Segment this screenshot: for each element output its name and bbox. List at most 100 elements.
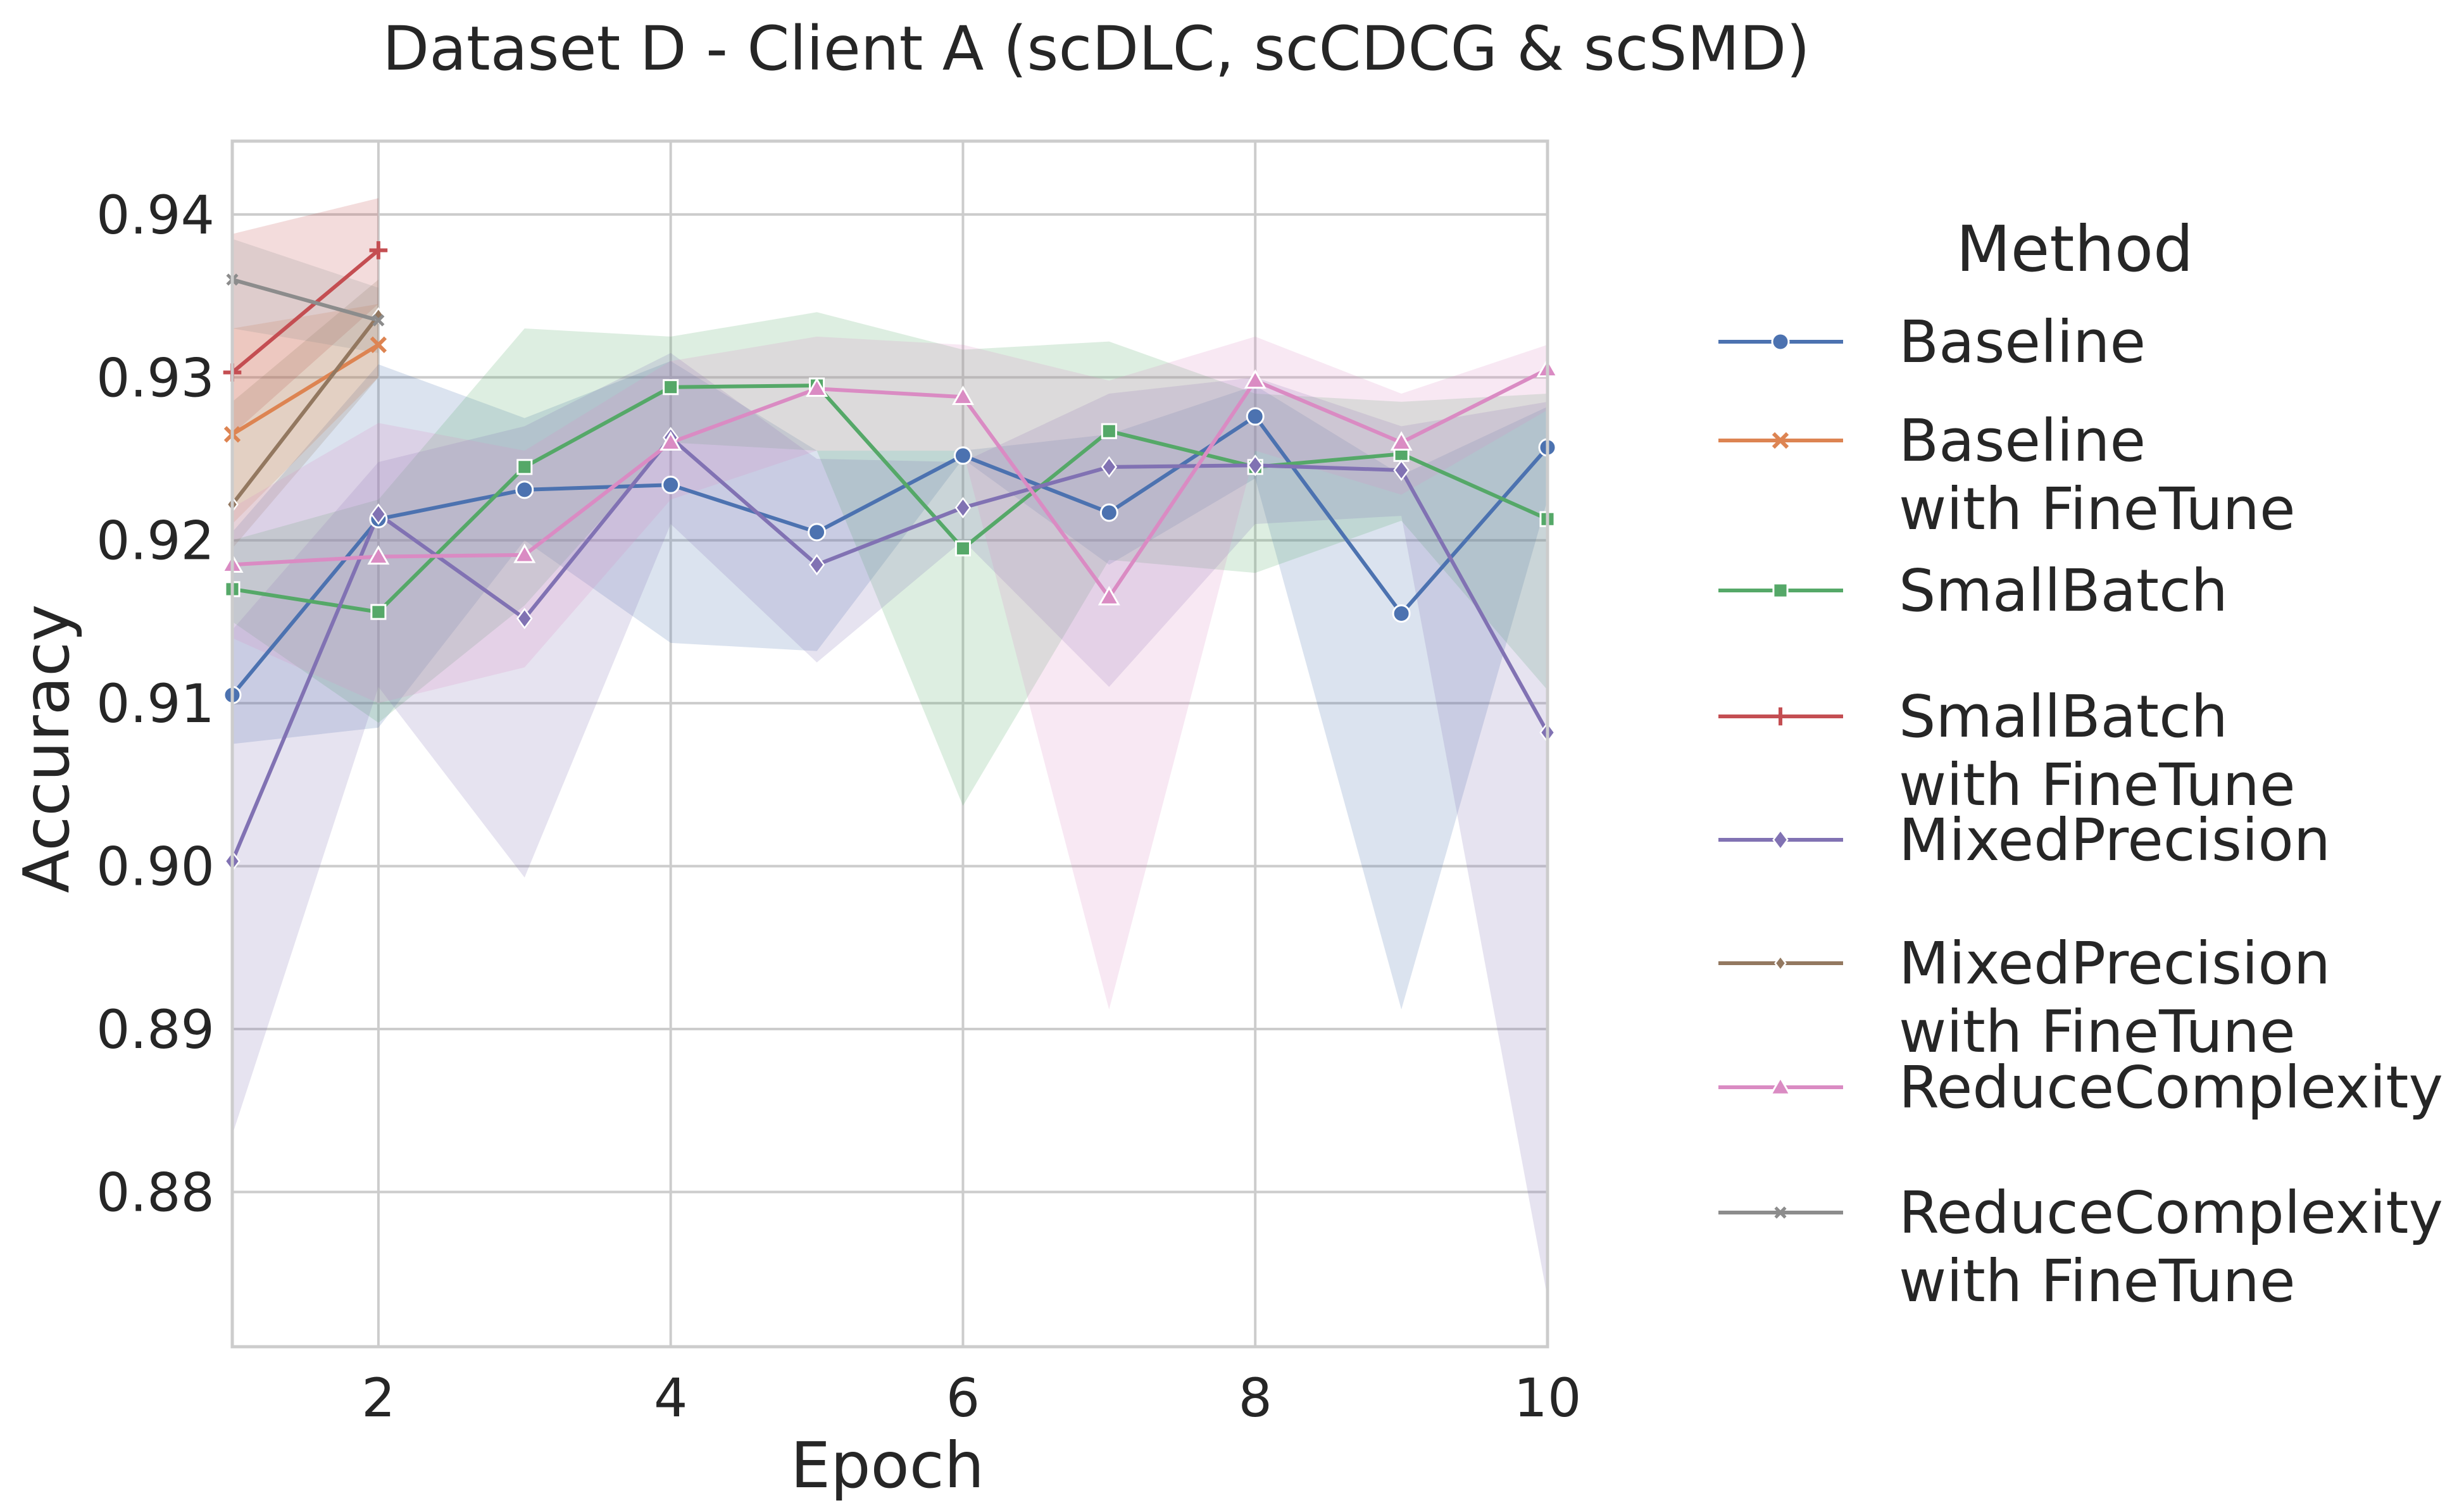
plot-background [232, 141, 1548, 1347]
series-lines [230, 249, 1549, 863]
y-tick-label: 0.90 [96, 836, 215, 898]
data-point [372, 314, 385, 327]
series-line [231, 249, 380, 374]
y-tick-label: 0.93 [96, 347, 215, 409]
data-point [808, 554, 825, 576]
legend-title: Method [1956, 212, 2193, 286]
data-point [1772, 582, 1789, 599]
grid-lines [232, 141, 1549, 1347]
data-point [1771, 332, 1790, 351]
data-point [951, 385, 974, 405]
plot-border [230, 139, 1549, 1349]
x-tick-label: 10 [1514, 1367, 1582, 1429]
confidence-band [232, 353, 1548, 1298]
confidence-band [232, 198, 378, 435]
legend-label: ReduceComplexity [1899, 1179, 2443, 1247]
legend-label: MixedPrecision [1899, 806, 2330, 874]
legend-label-line2: with FineTune [1899, 998, 2296, 1066]
data-point [515, 480, 534, 499]
data-point [1772, 432, 1789, 449]
data-point [1772, 828, 1789, 851]
legend-label-line2: with FineTune [1899, 475, 2296, 543]
data-point [806, 377, 829, 397]
x-tick-label: 4 [654, 1367, 687, 1429]
data-point [516, 608, 533, 630]
data-point [1101, 456, 1118, 478]
legend-label: MixedPrecision [1899, 930, 2330, 997]
data-point [660, 431, 682, 451]
data-point [663, 379, 679, 396]
data-point [954, 497, 972, 519]
x-tick-labels: 2 4 6 8 10 [361, 1367, 1581, 1429]
data-point [370, 503, 387, 525]
y-tick-label: 0.88 [96, 1161, 215, 1223]
data-point [516, 459, 533, 475]
data-point [370, 604, 387, 620]
legend-label: Baseline [1899, 308, 2146, 376]
data-point [1392, 604, 1411, 623]
data-point [954, 540, 971, 557]
legend-item: SmallBatch [1718, 557, 2228, 625]
plot-area [232, 141, 1548, 1347]
data-point [513, 543, 536, 563]
data-point [1774, 1206, 1787, 1219]
data-point [370, 336, 387, 353]
legend-label: Baseline [1899, 407, 2146, 475]
series-line [230, 314, 380, 506]
legend-label-line2: with FineTune [1899, 1247, 2296, 1315]
series-line [230, 415, 1549, 697]
confidence-band [232, 361, 1548, 1010]
x-axis-label: Epoch [791, 1428, 984, 1502]
y-tick-label: 0.91 [96, 673, 215, 735]
data-point [1769, 1076, 1792, 1095]
y-axis-label: Accuracy [9, 604, 84, 894]
plot-frame [230, 139, 1549, 1349]
x-tick-label: 8 [1238, 1367, 1272, 1429]
data-point [661, 475, 680, 494]
y-tick-label: 0.92 [96, 510, 215, 572]
legend-label: SmallBatch [1899, 557, 2228, 625]
confidence-band [232, 239, 378, 353]
data-point [1098, 585, 1120, 606]
series-line [232, 277, 379, 323]
data-point [1246, 407, 1265, 426]
legend-item: ReduceComplexity [1718, 1054, 2443, 1121]
series-line [232, 384, 1549, 614]
y-tick-label: 0.89 [96, 999, 215, 1061]
data-point [369, 241, 388, 259]
confidence-band [232, 336, 1548, 1010]
data-point [1771, 707, 1790, 726]
data-point [1774, 954, 1787, 972]
x-tick-label: 6 [946, 1367, 980, 1429]
legend-label: ReduceComplexity [1899, 1054, 2443, 1121]
data-point [1390, 431, 1413, 451]
series-line [230, 435, 1549, 863]
data-point [808, 523, 827, 542]
data-point [953, 446, 972, 465]
legend-item: Baseline [1718, 308, 2146, 376]
data-point [1101, 423, 1117, 439]
y-tick-labels: 0.88 0.89 0.90 0.91 0.92 0.93 0.94 [96, 184, 215, 1224]
series-line [232, 367, 1549, 599]
data-point [1393, 459, 1410, 482]
data-point [1099, 503, 1118, 522]
y-tick-label: 0.94 [96, 184, 215, 246]
data-point [1247, 454, 1263, 477]
chart-title: Dataset D - Client A (scDLC, scCDCG & sc… [382, 13, 1810, 84]
data-point [367, 545, 390, 565]
confidence-band [232, 304, 378, 524]
data-point [1244, 369, 1266, 389]
x-tick-label: 2 [361, 1367, 395, 1429]
confidence-band [232, 279, 378, 549]
legend-item: MixedPrecision [1718, 806, 2330, 874]
series-line [231, 343, 380, 436]
legend-label-line2: with FineTune [1899, 751, 2296, 819]
legend-label: SmallBatch [1899, 683, 2228, 751]
